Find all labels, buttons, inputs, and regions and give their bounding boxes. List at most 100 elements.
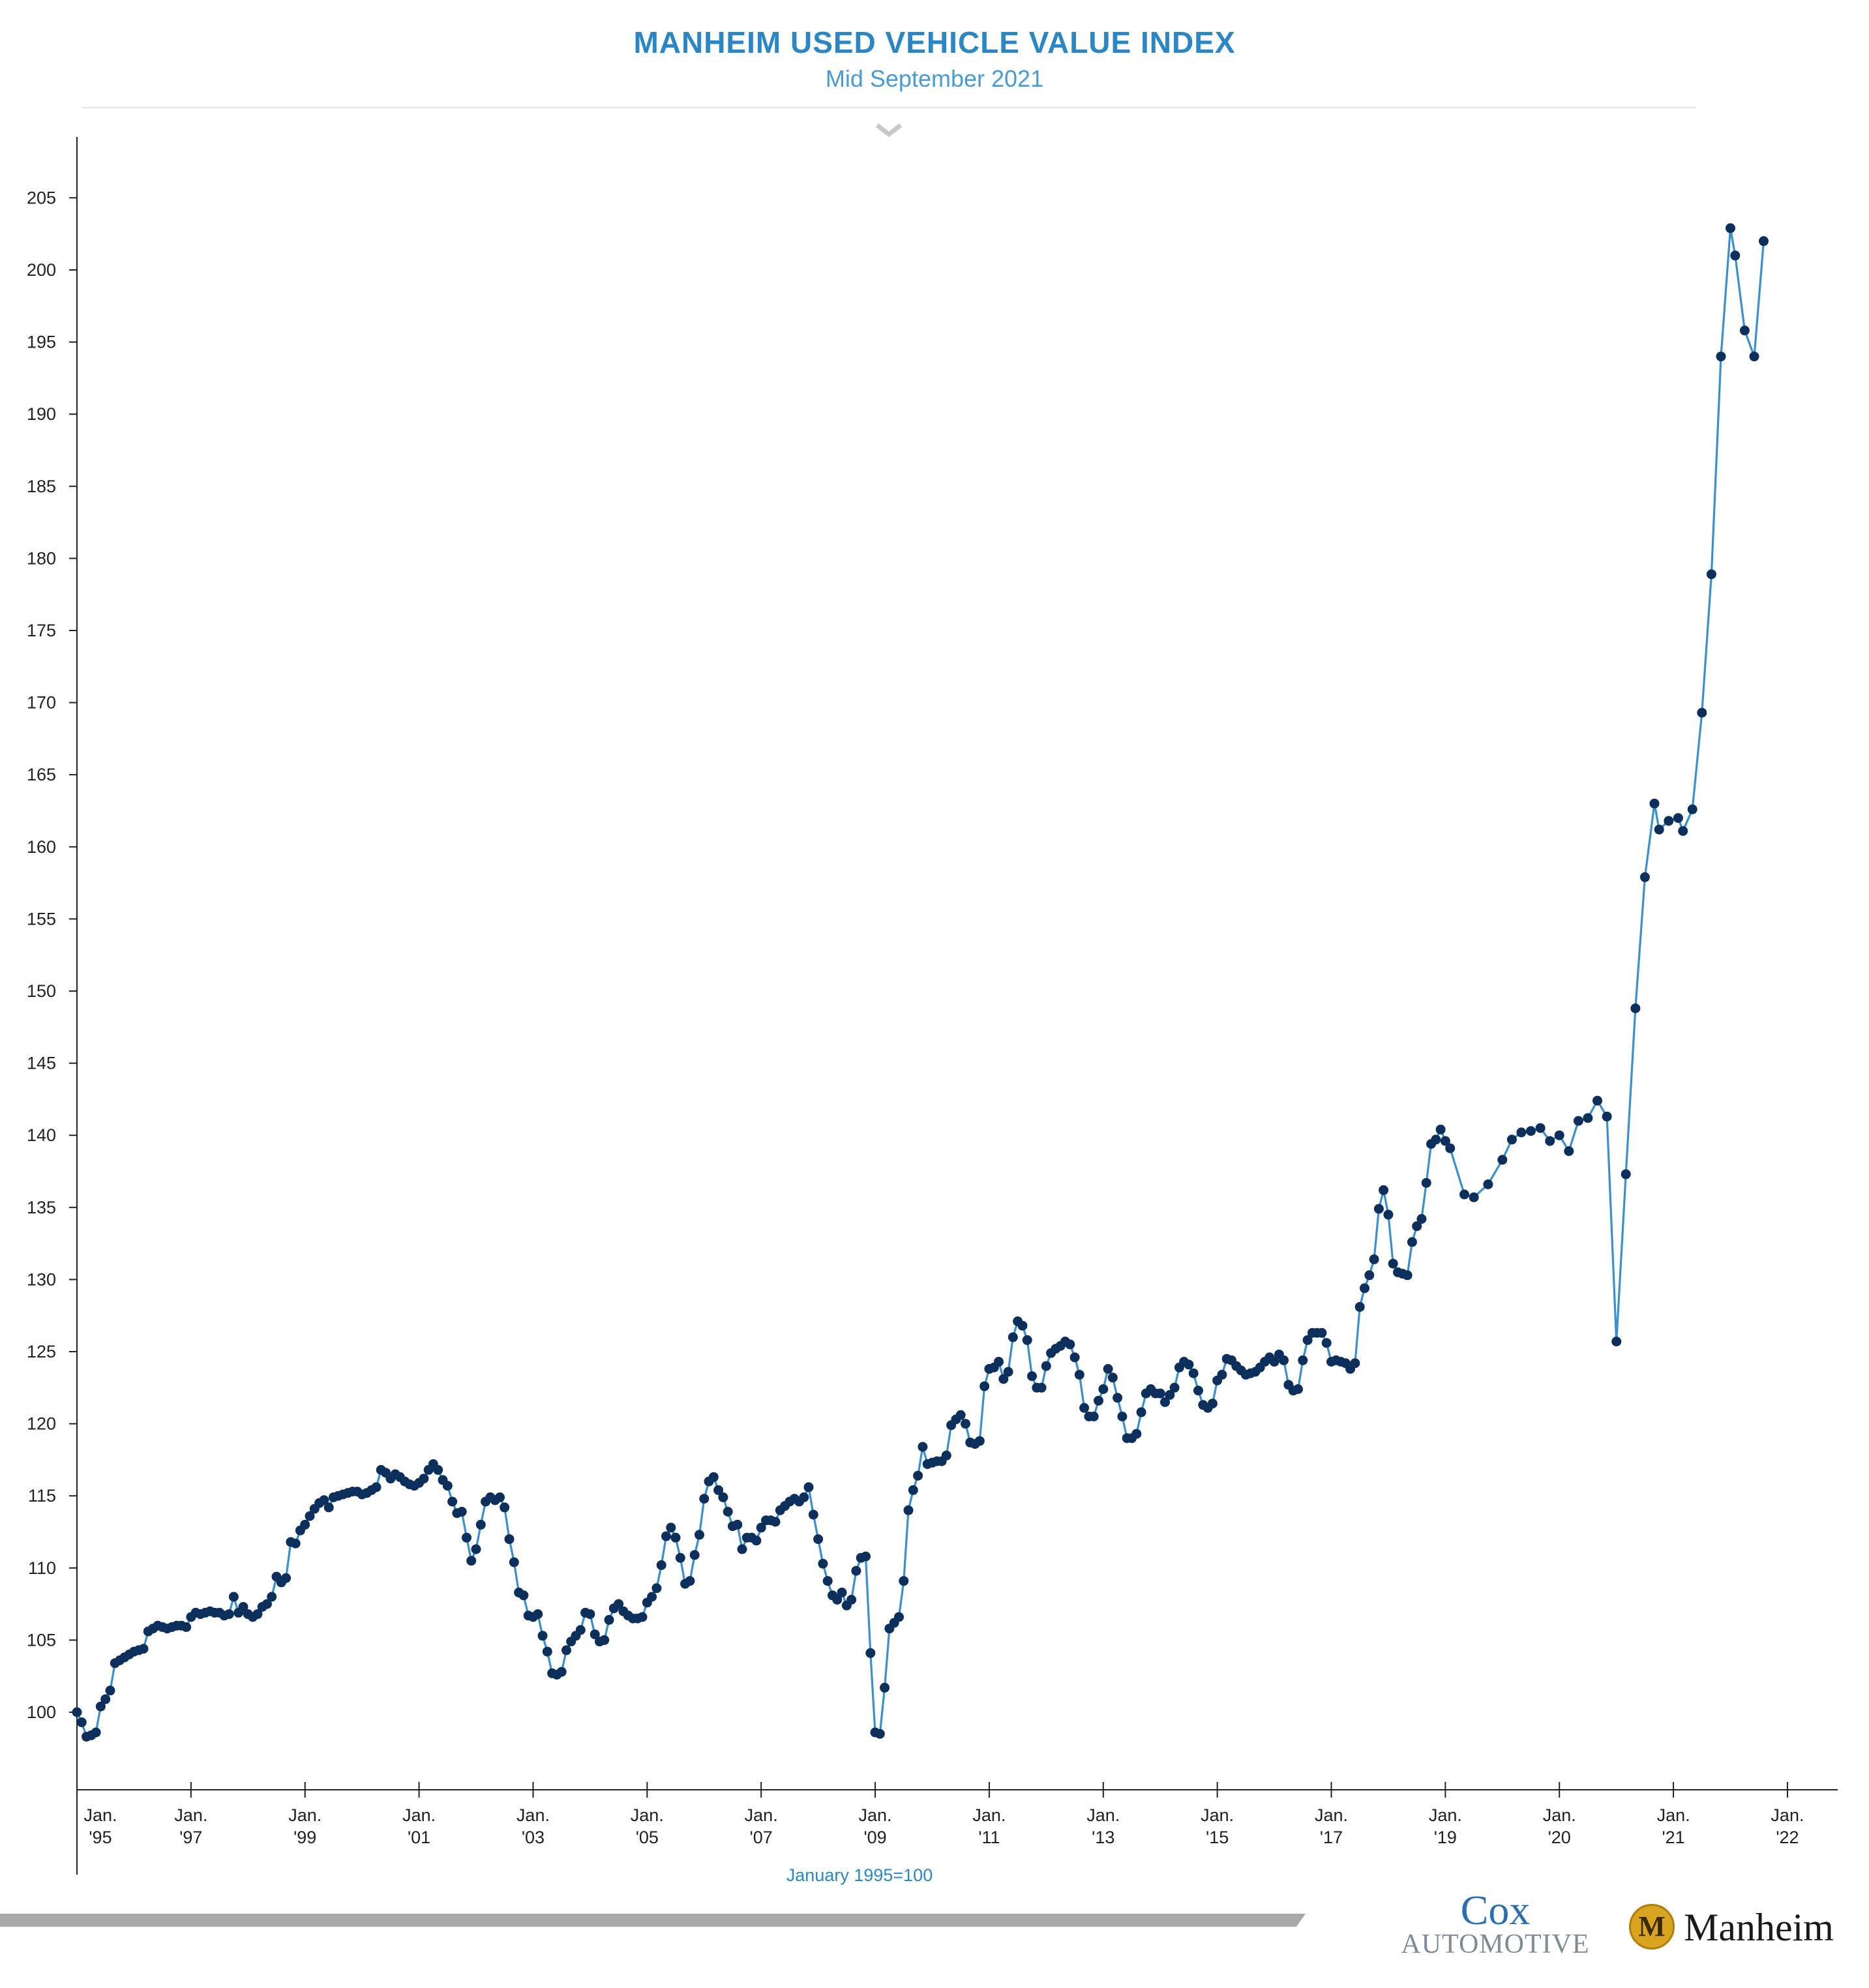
data-point <box>1188 1368 1199 1378</box>
data-point <box>699 1494 710 1504</box>
data-point <box>300 1519 310 1530</box>
data-point <box>1759 236 1769 246</box>
data-point <box>1302 1335 1313 1345</box>
x-tick-label: '15 <box>1206 1828 1229 1847</box>
data-point <box>637 1612 648 1622</box>
data-point <box>305 1511 315 1521</box>
chart-title: MANHEIM USED VEHICLE VALUE INDEX <box>633 25 1236 59</box>
x-tick-label: '13 <box>1092 1828 1114 1847</box>
y-tick-label: 195 <box>27 333 56 352</box>
data-point <box>542 1646 552 1657</box>
data-point <box>224 1609 234 1620</box>
x-tick-label: Jan. <box>631 1805 664 1825</box>
y-tick-label: 140 <box>27 1125 56 1145</box>
data-point <box>1279 1355 1289 1365</box>
data-point <box>1749 351 1759 362</box>
data-point <box>614 1599 624 1609</box>
data-point <box>851 1565 861 1576</box>
data-point <box>813 1534 824 1545</box>
data-point <box>1088 1412 1099 1421</box>
data-point <box>471 1544 481 1554</box>
data-point <box>267 1592 277 1602</box>
y-tick-label: 110 <box>28 1558 56 1578</box>
data-point <box>689 1550 700 1560</box>
data-point <box>979 1381 990 1391</box>
data-point <box>1369 1254 1379 1264</box>
x-tick-label: Jan. <box>1771 1805 1804 1825</box>
data-point <box>1421 1178 1431 1188</box>
y-tick-label: 205 <box>27 188 56 207</box>
data-point <box>76 1717 87 1727</box>
y-tick-label: 200 <box>27 260 56 280</box>
x-tick-label: Jan. <box>1429 1805 1462 1825</box>
data-point <box>419 1474 429 1484</box>
data-point <box>1017 1320 1028 1331</box>
data-point <box>941 1450 951 1461</box>
data-point <box>894 1612 904 1622</box>
data-point <box>599 1635 610 1645</box>
data-point <box>961 1419 970 1429</box>
data-point <box>1383 1209 1394 1220</box>
data-point <box>656 1560 666 1570</box>
data-point <box>695 1530 704 1540</box>
data-point <box>1445 1143 1456 1153</box>
data-point <box>808 1509 818 1520</box>
data-point <box>1350 1358 1360 1369</box>
data-point <box>880 1682 890 1693</box>
data-point <box>495 1492 505 1502</box>
data-point <box>998 1374 1009 1384</box>
series-group <box>72 223 1769 1742</box>
data-point <box>585 1609 595 1620</box>
data-point <box>1673 813 1683 823</box>
automotive-logo-wordmark: AUTOMOTIVE <box>1401 1929 1590 1959</box>
chart-subtitle: Mid September 2021 <box>825 65 1044 92</box>
data-point <box>475 1519 486 1530</box>
data-point <box>1592 1095 1602 1106</box>
data-point <box>770 1517 781 1527</box>
data-point <box>832 1595 843 1605</box>
data-point <box>803 1482 814 1492</box>
y-tick-label: 175 <box>27 621 56 640</box>
data-point <box>72 1707 82 1717</box>
data-point <box>1165 1389 1175 1400</box>
data-point <box>1706 569 1716 580</box>
y-tick-label: 135 <box>27 1198 56 1217</box>
manheim-wordmark: Manheim <box>1684 1906 1834 1949</box>
data-point <box>1602 1111 1612 1121</box>
data-point <box>1506 1135 1517 1145</box>
data-point <box>1639 872 1650 882</box>
data-point <box>1094 1395 1103 1406</box>
data-point <box>1117 1412 1128 1421</box>
y-tick-label: 130 <box>27 1269 56 1289</box>
y-tick-label: 185 <box>27 477 56 496</box>
data-point <box>1573 1116 1583 1126</box>
data-point <box>509 1557 519 1567</box>
data-point <box>1079 1402 1090 1413</box>
data-point <box>1716 351 1726 362</box>
data-point <box>181 1622 192 1632</box>
data-point <box>462 1532 471 1543</box>
data-point <box>1697 707 1707 718</box>
x-tick-label: Jan. <box>1657 1805 1690 1825</box>
data-point <box>500 1502 510 1513</box>
data-point <box>575 1625 586 1635</box>
data-point <box>1193 1386 1203 1396</box>
x-tick-label: '07 <box>750 1828 773 1847</box>
x-tick-label: Jan. <box>859 1805 892 1825</box>
data-point <box>1545 1136 1555 1146</box>
data-point <box>666 1522 676 1533</box>
data-point <box>447 1496 458 1507</box>
data-point <box>1217 1369 1227 1380</box>
data-point <box>708 1472 719 1482</box>
data-point <box>100 1694 111 1704</box>
data-point <box>1160 1397 1170 1407</box>
data-point <box>875 1728 885 1739</box>
data-point <box>846 1595 857 1605</box>
data-point <box>713 1485 724 1495</box>
data-point <box>1416 1214 1427 1224</box>
data-point <box>799 1492 809 1502</box>
data-point <box>1431 1135 1441 1145</box>
data-point <box>651 1583 662 1594</box>
data-point <box>442 1481 453 1491</box>
base-note: January 1995=100 <box>786 1865 933 1885</box>
